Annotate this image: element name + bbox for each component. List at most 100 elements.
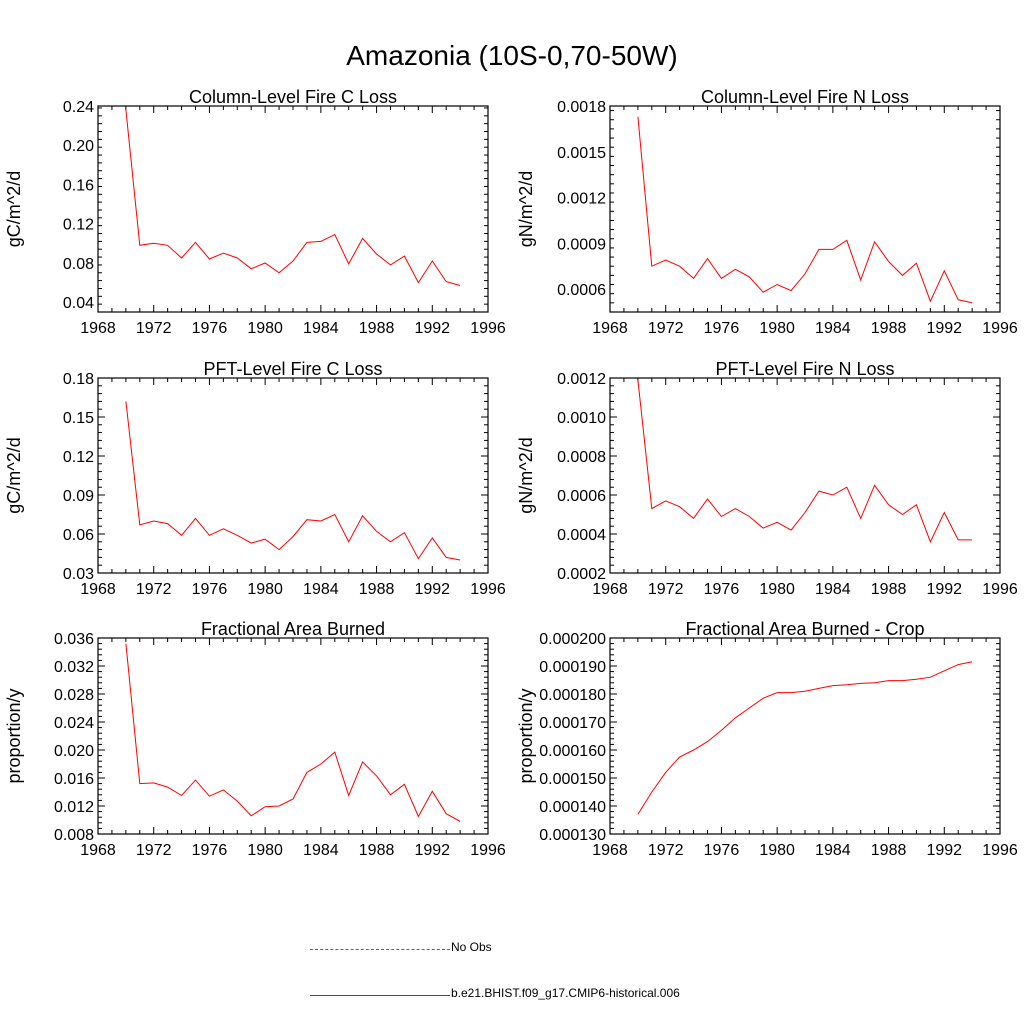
data-point [693, 518, 694, 519]
chart-title: PFT-Level Fire N Loss [715, 359, 894, 379]
x-tick-label: 1968 [80, 320, 116, 337]
data-point [125, 109, 126, 110]
data-point [721, 730, 722, 731]
data-point [223, 789, 224, 790]
x-tick-label: 1984 [815, 581, 851, 598]
data-point [832, 685, 833, 686]
x-tick-label: 1992 [926, 320, 962, 337]
data-point [460, 821, 461, 822]
x-tick-label: 1992 [414, 320, 450, 337]
series-line-model [637, 116, 973, 304]
data-point [181, 795, 182, 796]
y-tick-label: 0.18 [63, 371, 94, 388]
x-tick-label: 1972 [648, 320, 684, 337]
data-point [432, 537, 433, 538]
y-axis-label: proportion/y [516, 688, 536, 783]
data-point [637, 116, 638, 117]
data-point [195, 242, 196, 243]
x-tick-label: 1976 [704, 842, 740, 859]
data-point [860, 518, 861, 519]
plot-frame [97, 377, 489, 574]
data-point [790, 692, 791, 693]
x-tick-label: 1976 [192, 581, 228, 598]
y-tick-label: 0.032 [54, 659, 94, 676]
data-point [404, 255, 405, 256]
chart-panel-2: 1968 1972 1976 1980 1984 1988 1992 1996 0.0006 0.… [516, 87, 1018, 337]
data-point [651, 791, 652, 792]
x-tick-label: 1972 [136, 581, 172, 598]
y-tick-label: 0.09 [63, 488, 94, 505]
data-point [874, 682, 875, 683]
x-tick-label: 1996 [470, 581, 506, 598]
data-point [846, 240, 847, 241]
data-point [348, 263, 349, 264]
data-point [930, 541, 931, 542]
x-tick-label: 1976 [192, 842, 228, 859]
y-tick-label: 0.0012 [557, 371, 606, 388]
data-point [139, 783, 140, 784]
x-tick-label: 1992 [414, 842, 450, 859]
y-tick-label: 0.0018 [557, 99, 606, 116]
data-point [418, 282, 419, 283]
data-point [763, 292, 764, 293]
data-point [972, 302, 973, 303]
data-point [195, 518, 196, 519]
x-tick-label: 1984 [815, 320, 851, 337]
data-point [693, 749, 694, 750]
x-tick-label: 1992 [926, 581, 962, 598]
series-line-model [125, 643, 461, 822]
data-point [804, 273, 805, 274]
plot-frame [609, 637, 1001, 835]
data-point [320, 241, 321, 242]
x-tick-label: 1992 [926, 842, 962, 859]
plot-frame [609, 105, 1001, 313]
y-tick-label: 0.008 [54, 827, 94, 844]
x-tick-label: 1980 [759, 320, 795, 337]
y-tick-label: 0.04 [63, 295, 94, 312]
data-point [376, 531, 377, 532]
data-point [818, 249, 819, 250]
x-tick-label: 1988 [871, 320, 907, 337]
data-point [251, 543, 252, 544]
data-point [404, 532, 405, 533]
y-tick-label: 0.0006 [557, 282, 606, 299]
data-point [460, 559, 461, 560]
x-tick-label: 1972 [136, 320, 172, 337]
data-point [818, 688, 819, 689]
data-point [930, 301, 931, 302]
data-point [665, 500, 666, 501]
x-tick-label: 1980 [759, 842, 795, 859]
data-point [265, 262, 266, 263]
chart-title: Fractional Area Burned [201, 619, 385, 639]
data-point [777, 284, 778, 285]
x-tick-label: 1996 [982, 842, 1018, 859]
series-line-model [125, 109, 461, 286]
legend-model-line [310, 995, 450, 996]
x-tick-label: 1984 [815, 842, 851, 859]
y-tick-label: 0.12 [63, 449, 94, 466]
data-point [418, 558, 419, 559]
data-point [804, 512, 805, 513]
data-point [167, 523, 168, 524]
data-point [153, 243, 154, 244]
data-point [251, 268, 252, 269]
data-point [972, 661, 973, 662]
chart-title: Fractional Area Burned - Crop [685, 619, 924, 639]
data-point [334, 234, 335, 235]
y-tick-label: 0.0010 [557, 410, 606, 427]
data-point [637, 379, 638, 380]
data-point [432, 260, 433, 261]
x-tick-label: 1984 [303, 842, 339, 859]
data-point [888, 504, 889, 505]
data-point [334, 752, 335, 753]
data-point [790, 530, 791, 531]
data-point [390, 794, 391, 795]
chart-panel-4: 1968 1972 1976 1980 1984 1988 1992 1996 0.0002 0.… [516, 359, 1018, 598]
y-tick-label: 0.000130 [539, 827, 606, 844]
data-point [237, 257, 238, 258]
data-point [721, 278, 722, 279]
x-tick-label: 1980 [247, 581, 283, 598]
chart-panel-3: 1968 1972 1976 1980 1984 1988 1992 1996 0.03 0.06… [4, 359, 506, 598]
data-point [153, 520, 154, 521]
